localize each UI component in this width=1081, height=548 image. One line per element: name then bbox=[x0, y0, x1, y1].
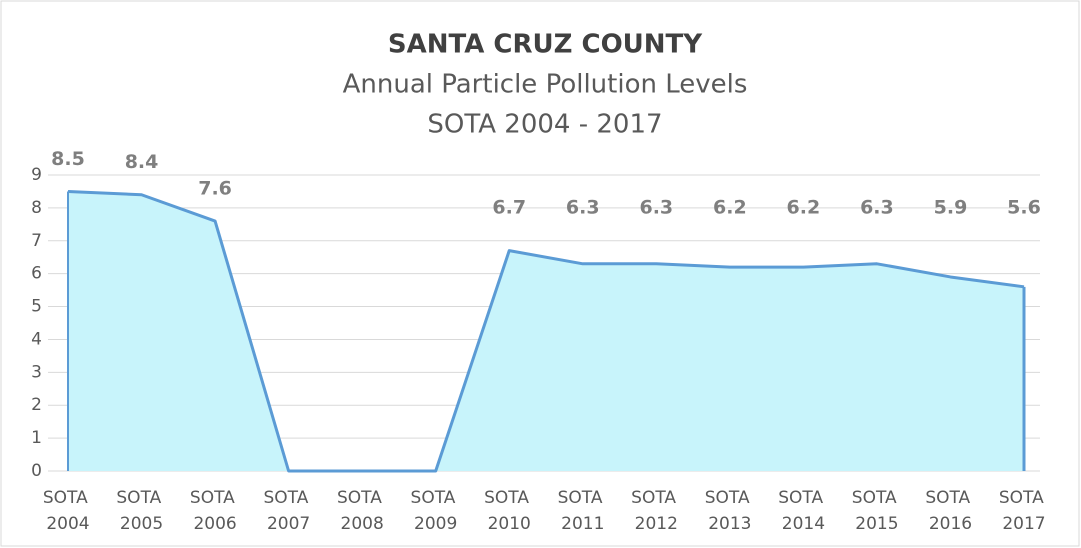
value-label: 7.6 bbox=[198, 178, 232, 200]
value-label: 8.5 bbox=[51, 148, 85, 170]
x-tick-label: SOTA 2017 bbox=[999, 488, 1049, 534]
x-tick-label: SOTA 2004 bbox=[43, 488, 93, 534]
x-tick-label: SOTA 2009 bbox=[411, 488, 461, 534]
x-tick-label: SOTA 2008 bbox=[337, 488, 387, 534]
y-tick-label: 4 bbox=[31, 329, 42, 349]
y-tick-label: 2 bbox=[31, 395, 42, 415]
y-tick-label: 9 bbox=[31, 165, 42, 185]
value-label: 5.9 bbox=[934, 197, 968, 219]
x-tick-label: SOTA 2013 bbox=[705, 488, 755, 534]
y-tick-label: 3 bbox=[31, 362, 42, 382]
x-tick-label: SOTA 2015 bbox=[852, 488, 902, 534]
chart-title: SANTA CRUZ COUNTY bbox=[388, 30, 703, 60]
x-tick-label: SOTA 2005 bbox=[116, 488, 166, 534]
x-tick-label: SOTA 2012 bbox=[631, 488, 681, 534]
chart-subtitle: Annual Particle Pollution Levels bbox=[343, 70, 748, 100]
value-label: 6.3 bbox=[860, 197, 894, 219]
area-line bbox=[67, 189, 1025, 473]
value-label: 6.3 bbox=[639, 197, 673, 219]
value-label: 6.2 bbox=[787, 197, 821, 219]
chart-subtitle: SOTA 2004 - 2017 bbox=[427, 110, 662, 140]
x-tick-label: SOTA 2010 bbox=[484, 488, 534, 534]
y-tick-label: 0 bbox=[31, 461, 42, 481]
area bbox=[68, 191, 1024, 471]
value-label: 8.4 bbox=[125, 151, 159, 173]
value-label: 6.3 bbox=[566, 197, 600, 219]
value-label: 6.2 bbox=[713, 197, 747, 219]
x-tick-label: SOTA 2016 bbox=[925, 488, 975, 534]
y-tick-label: 1 bbox=[31, 428, 42, 448]
value-label: 5.6 bbox=[1007, 197, 1041, 219]
y-tick-label: 7 bbox=[31, 231, 42, 251]
y-tick-label: 5 bbox=[31, 297, 42, 317]
x-tick-label: SOTA 2011 bbox=[558, 488, 608, 534]
x-tick-label: SOTA 2006 bbox=[190, 488, 240, 534]
y-tick-label: 8 bbox=[31, 198, 42, 218]
x-tick-label: SOTA 2007 bbox=[263, 488, 313, 534]
y-tick-label: 6 bbox=[31, 264, 42, 284]
value-label: 6.7 bbox=[492, 197, 526, 219]
x-tick-label: SOTA 2014 bbox=[778, 488, 828, 534]
